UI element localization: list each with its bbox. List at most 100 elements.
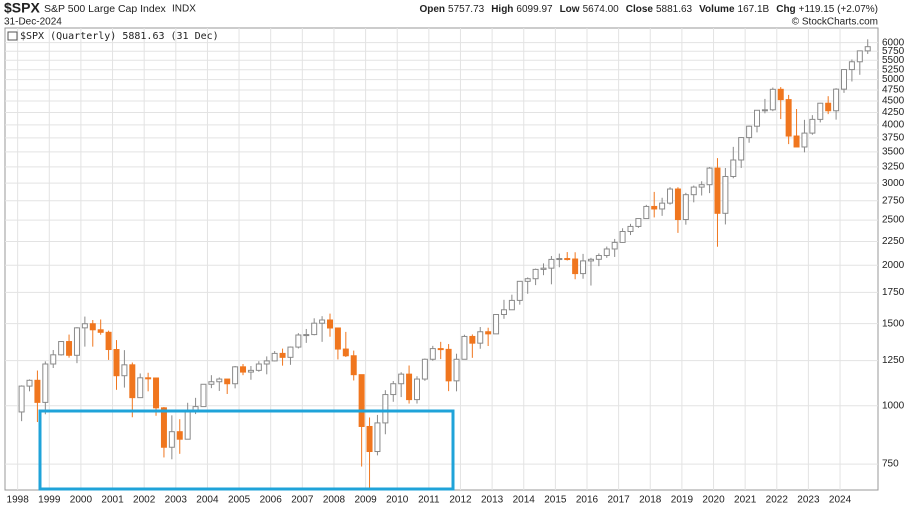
x-tick-label: 2023 — [797, 495, 820, 506]
candle-body — [66, 341, 73, 356]
candle-body — [651, 205, 658, 210]
y-tick-label: 3250 — [882, 162, 905, 173]
candle-body — [406, 373, 413, 401]
candle-body — [627, 225, 634, 233]
candle-body — [493, 313, 500, 335]
y-tick-label: 5750 — [882, 46, 905, 57]
x-tick-label: 2015 — [544, 495, 567, 506]
y-tick-label: 3000 — [882, 178, 905, 189]
candle-body — [453, 358, 460, 382]
stat-value: 5674.00 — [583, 4, 620, 15]
candle-body — [738, 137, 745, 161]
candle-body — [89, 323, 96, 331]
stat-label: Open — [419, 4, 445, 15]
candle-body — [793, 135, 800, 148]
stat-label: High — [491, 4, 513, 15]
candle-body — [801, 132, 808, 148]
candle-body — [635, 218, 642, 227]
candle-body — [722, 175, 729, 214]
candle-body — [603, 248, 610, 257]
candle-body — [817, 102, 824, 120]
legend-icon — [7, 31, 18, 41]
candle-body — [319, 319, 326, 324]
candle-body — [746, 125, 753, 139]
candle-body — [240, 366, 247, 373]
candle-body — [580, 260, 587, 275]
candle-body — [524, 278, 531, 282]
candle-body — [413, 378, 420, 401]
x-tick-label: 2017 — [608, 495, 631, 506]
candle-body — [730, 159, 737, 177]
candle-body — [587, 258, 594, 262]
candle-body — [572, 258, 579, 275]
x-tick-label: 2020 — [702, 495, 725, 506]
candle-body — [255, 363, 262, 371]
y-tick-label: 6000 — [882, 37, 905, 48]
y-tick-label: 5250 — [882, 64, 905, 75]
candle-body — [153, 377, 160, 409]
x-tick-label: 2001 — [101, 495, 124, 506]
candle-body — [674, 188, 681, 221]
candle-body — [271, 352, 278, 362]
y-tick-label: 1500 — [882, 318, 905, 329]
candle-body — [659, 202, 666, 210]
candle-body — [761, 109, 768, 112]
candle-body — [200, 383, 207, 408]
candle-body — [429, 348, 436, 360]
candle-body — [421, 358, 428, 380]
y-tick-label: 2000 — [882, 260, 905, 271]
candle-body — [611, 241, 618, 250]
x-tick-label: 2019 — [671, 495, 694, 506]
credit: © StockCharts.com — [792, 17, 878, 28]
stat-value: +119.15 (+2.07%) — [799, 4, 878, 15]
stat-value: 5757.73 — [448, 4, 485, 15]
candle-body — [777, 88, 784, 101]
candle-body — [311, 322, 318, 336]
y-tick-label: 3750 — [882, 133, 905, 144]
x-tick-label: 2002 — [133, 495, 156, 506]
candle-body — [682, 194, 689, 221]
x-tick-label: 2016 — [576, 495, 599, 506]
candle-body — [58, 341, 65, 356]
candle-body — [390, 383, 397, 396]
candle-body — [690, 186, 697, 196]
x-tick-label: 2000 — [70, 495, 93, 506]
y-tick-label: 4750 — [882, 85, 905, 96]
candle-body — [714, 167, 721, 214]
candle-body — [137, 377, 144, 399]
candle-body — [303, 334, 310, 337]
candle-body — [97, 329, 104, 333]
y-tick-label: 2250 — [882, 236, 905, 247]
candle-body — [785, 99, 792, 137]
candle-body — [342, 348, 349, 357]
candle-body — [548, 258, 555, 269]
y-tick-label: 750 — [882, 459, 899, 470]
exchange: INDX — [172, 4, 196, 15]
y-tick-label: 5500 — [882, 55, 905, 66]
candle-body — [540, 267, 547, 270]
legend: $SPX (Quarterly) 5881.63 (31 Dec) — [20, 31, 219, 42]
y-tick-label: 4000 — [882, 119, 905, 130]
candle-body — [160, 407, 167, 448]
x-tick-label: 2008 — [323, 495, 346, 506]
candle-body — [769, 88, 776, 111]
candle-body — [516, 280, 523, 301]
candle-body — [247, 369, 254, 373]
candle-body — [168, 431, 175, 448]
candle-body — [26, 379, 33, 387]
candle-body — [461, 335, 468, 360]
x-tick-label: 2012 — [449, 495, 472, 506]
candle-body — [105, 331, 112, 351]
candle-body — [706, 167, 713, 186]
candle-body — [295, 334, 302, 348]
candle-body — [840, 69, 847, 90]
x-tick-label: 2006 — [260, 495, 283, 506]
candle-body — [208, 381, 215, 385]
x-tick-label: 2011 — [418, 495, 440, 506]
y-tick-label: 3500 — [882, 147, 905, 158]
candle-body — [184, 410, 191, 440]
candle-body — [556, 258, 563, 261]
candle-body — [81, 323, 88, 329]
candle-body — [667, 188, 674, 204]
